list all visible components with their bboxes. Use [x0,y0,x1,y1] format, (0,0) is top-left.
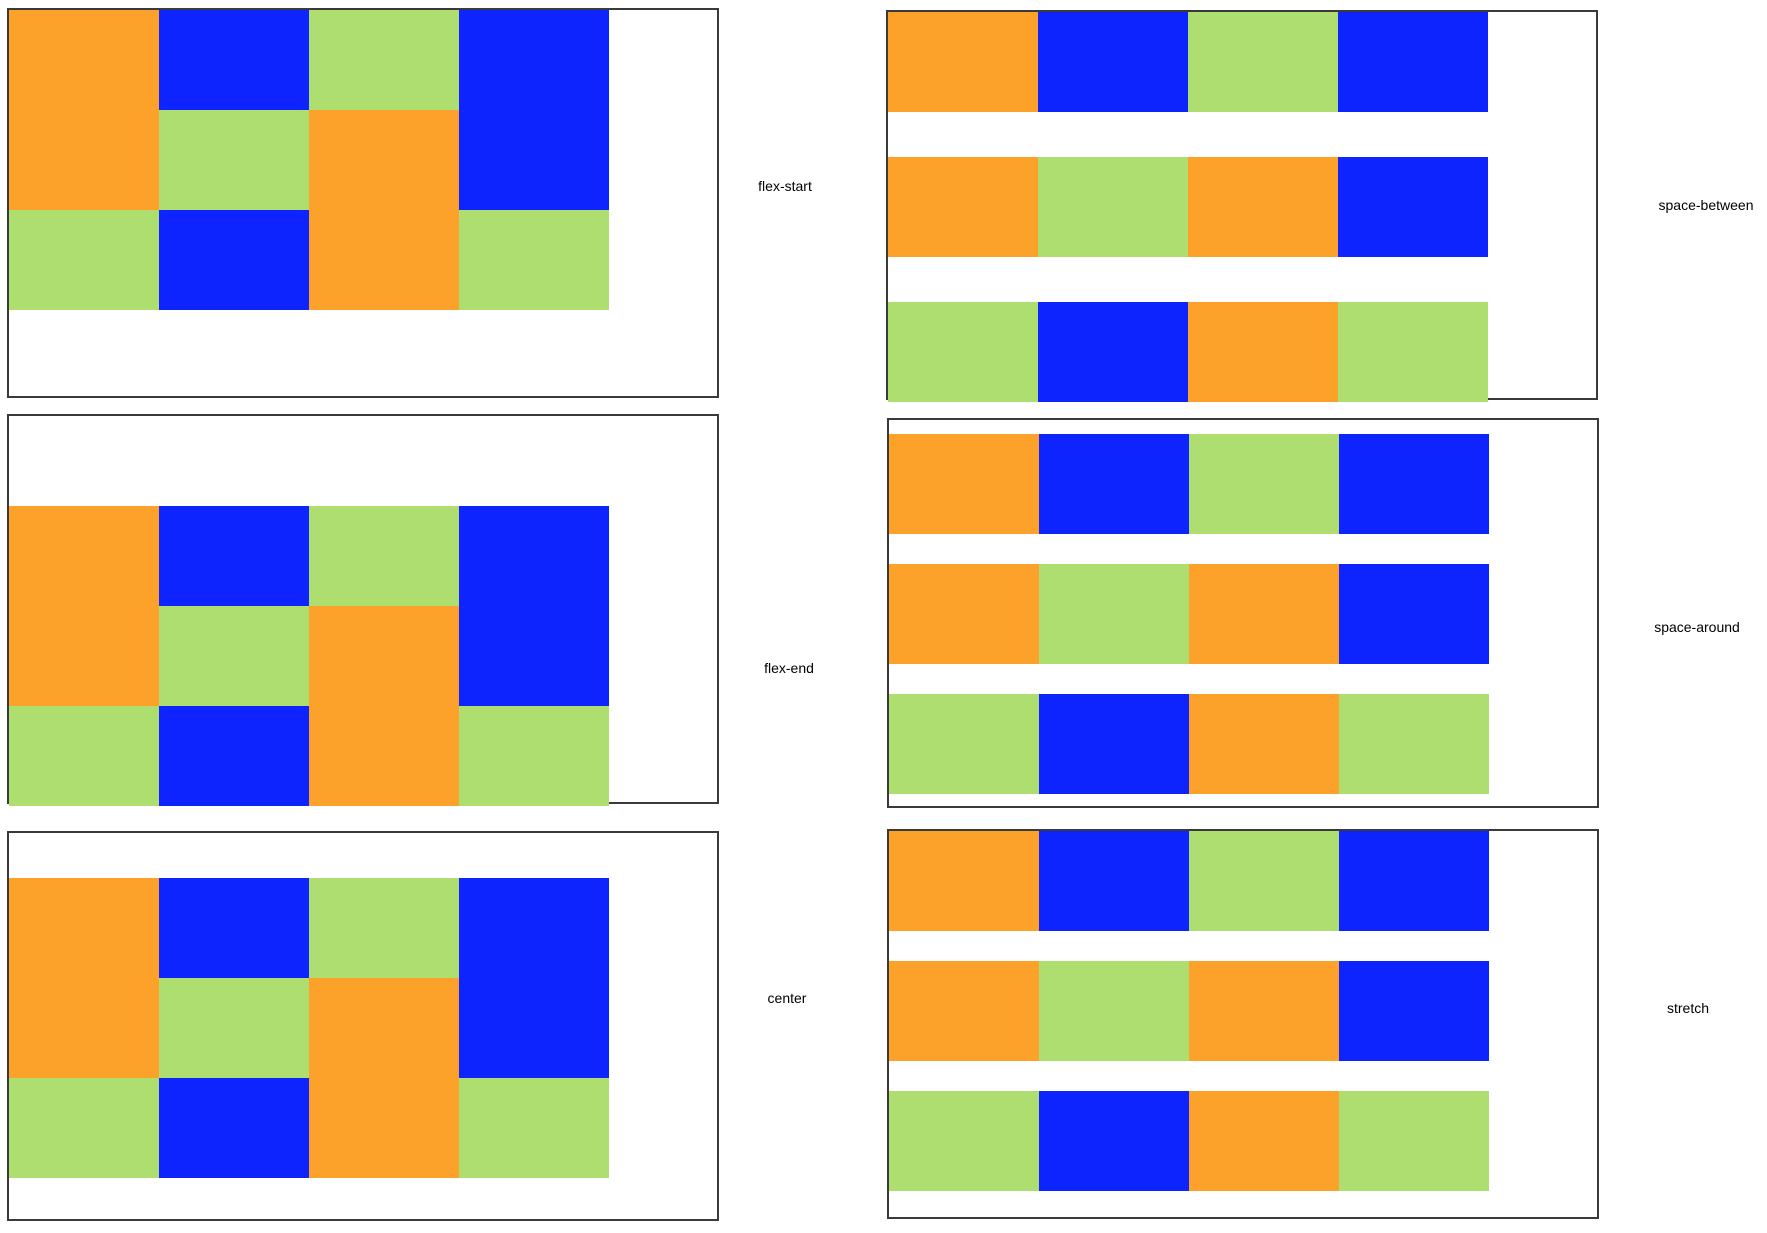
block-orange [889,961,1039,1061]
block-orange [309,110,459,310]
block-green [1338,302,1488,402]
panel-stretch [887,829,1599,1219]
block-orange [1189,961,1339,1061]
block-orange [889,434,1039,534]
block-blue [1038,302,1188,402]
block-blue [459,878,609,1078]
block-blue [1038,12,1188,112]
block-green [889,1091,1039,1191]
block-green [1039,564,1189,664]
block-green [459,210,609,310]
block-green [1189,831,1339,931]
block-green [1339,1091,1489,1191]
block-orange [309,606,459,806]
block-blue [1339,564,1489,664]
block-blue [1039,831,1189,931]
block-blue [459,10,609,210]
block-blue [159,706,309,806]
block-green [9,210,159,310]
panel-center [7,831,719,1221]
block-blue [159,878,309,978]
block-green [459,706,609,806]
caption-flex-start: flex-start [758,178,812,194]
block-orange [889,564,1039,664]
panel-space-between [886,10,1598,402]
block-blue [1339,831,1489,931]
block-orange [888,157,1038,257]
block-orange [1188,157,1338,257]
block-blue [159,506,309,606]
block-green [159,606,309,706]
block-blue [1338,157,1488,257]
block-orange [309,978,459,1178]
block-green [459,1078,609,1178]
block-green [1039,961,1189,1061]
block-green [309,506,459,606]
block-green [1038,157,1188,257]
block-green [9,706,159,806]
caption-space-around: space-around [1654,619,1740,635]
block-green [309,10,459,110]
block-green [9,1078,159,1178]
block-blue [1339,961,1489,1061]
panel-space-around [887,418,1599,808]
block-green [1339,694,1489,794]
block-orange [889,831,1039,931]
block-green [1188,12,1338,112]
block-blue [1039,434,1189,534]
block-orange [9,506,159,706]
block-green [159,978,309,1078]
block-blue [159,10,309,110]
block-orange [888,12,1038,112]
block-blue [1339,434,1489,534]
panel-flex-end [7,414,719,806]
block-blue [159,1078,309,1178]
block-green [888,302,1038,402]
block-orange [1189,564,1339,664]
panel-flex-start [7,8,719,398]
block-blue [459,506,609,706]
caption-space-between: space-between [1658,197,1754,213]
block-blue [1039,1091,1189,1191]
block-orange [1188,302,1338,402]
block-green [159,110,309,210]
caption-center: center [767,990,807,1006]
block-orange [9,878,159,1078]
block-blue [1338,12,1488,112]
block-blue [1039,694,1189,794]
caption-stretch: stretch [1666,1000,1710,1016]
block-orange [9,10,159,210]
block-green [1189,434,1339,534]
block-green [889,694,1039,794]
caption-flex-end: flex-end [764,660,814,676]
block-green [309,878,459,978]
block-orange [1189,694,1339,794]
block-orange [1189,1091,1339,1191]
block-blue [159,210,309,310]
